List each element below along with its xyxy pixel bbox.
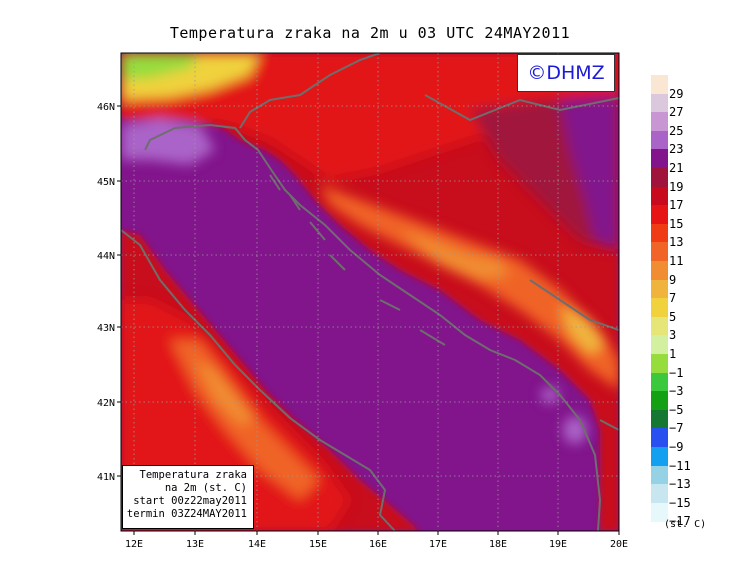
lon-tick-label: 19E	[549, 539, 567, 550]
legend-label: 25	[669, 123, 684, 138]
lon-tick-label: 13E	[186, 539, 204, 550]
legend-label: −3	[669, 384, 684, 399]
legend-label: 11	[669, 254, 684, 268]
legend-label: 21	[669, 161, 684, 175]
legend-label: 7	[669, 291, 677, 306]
lat-tick-label: 46N	[97, 102, 115, 113]
legend-label: −7	[669, 421, 684, 436]
coastlines	[121, 53, 619, 531]
legend-swatch	[651, 409, 668, 429]
legend-label: 13	[669, 235, 684, 250]
lat-tick-label: 41N	[97, 472, 115, 483]
legend-swatch	[651, 279, 668, 299]
legend-swatch	[651, 168, 668, 188]
legend-label: −1	[669, 365, 684, 380]
lon-tick-label: 18E	[489, 539, 507, 550]
legend-swatch	[651, 316, 668, 336]
legend-swatch	[651, 465, 668, 485]
legend-swatch	[651, 112, 668, 132]
info-box: Temperatura zraka na 2m (st. C) start 00…	[122, 465, 254, 529]
legend-swatch	[651, 484, 668, 504]
legend-label: −13	[669, 477, 691, 492]
temperature-field	[121, 53, 619, 531]
legend-swatch	[651, 502, 668, 522]
legend-swatch	[651, 354, 668, 374]
dhmz-logo: ©DHMZ	[517, 54, 615, 92]
info-line-4: termin 03Z24MAY2011	[126, 508, 247, 520]
legend-label: −17	[669, 514, 691, 529]
axis-ticks: 12E 13E 14E 15E 16E 17E 18E 19E 20E 46N 45N 44N 43N 4…	[97, 102, 628, 550]
legend-label: −15	[669, 495, 691, 510]
legend-swatch	[651, 75, 668, 95]
legend-label: 23	[669, 142, 684, 157]
legend-label: −11	[669, 458, 691, 473]
legend-swatch	[651, 335, 668, 355]
lon-tick-label: 17E	[429, 539, 447, 550]
lon-tick-label: 15E	[309, 539, 327, 550]
plot-frame	[120, 52, 620, 532]
legend-swatch	[651, 130, 668, 150]
legend-swatch	[651, 372, 668, 392]
legend-label: 3	[669, 328, 677, 343]
legend-swatch	[651, 428, 668, 448]
legend-swatch	[651, 149, 668, 169]
legend-swatch	[651, 447, 668, 467]
info-line-3: start 00z22may2011	[133, 495, 247, 507]
legend-label: 9	[669, 272, 677, 287]
lat-tick-label: 45N	[97, 177, 115, 188]
legend-label: 1	[669, 347, 677, 361]
lon-tick-label: 14E	[248, 539, 266, 550]
lat-tick-label: 42N	[97, 398, 115, 409]
legend-label: −5	[669, 402, 684, 417]
legend-swatch	[651, 391, 668, 411]
legend-swatch	[651, 298, 668, 318]
legend-swatch	[651, 223, 668, 243]
map-title: Temperatura zraka na 2m u 03 UTC 24MAY20…	[169, 24, 571, 42]
legend-label: 17	[669, 198, 684, 213]
info-line-1: Temperatura zraka	[139, 469, 247, 481]
legend-label: 27	[669, 105, 684, 120]
legend-swatch	[651, 186, 668, 206]
legend-label: −9	[669, 440, 684, 454]
legend-label: 5	[669, 309, 677, 324]
legend-swatch	[651, 261, 668, 281]
legend-label: 29	[669, 86, 684, 101]
legend-swatch	[651, 205, 668, 225]
legend-unit: (st. C)	[664, 519, 707, 530]
lon-tick-label: 16E	[369, 539, 387, 550]
lat-tick-label: 43N	[97, 323, 115, 334]
legend-label: 15	[669, 216, 684, 231]
balkan-land	[121, 53, 619, 531]
info-line-2: na 2m (st. C)	[164, 482, 247, 494]
legend-label: 19	[669, 179, 684, 194]
graticule	[121, 53, 619, 531]
lon-tick-label: 12E	[125, 539, 143, 550]
lat-tick-label: 44N	[97, 251, 115, 262]
legend-swatch	[651, 242, 668, 262]
lon-tick-label: 20E	[610, 539, 628, 550]
legend-swatch	[651, 93, 668, 113]
